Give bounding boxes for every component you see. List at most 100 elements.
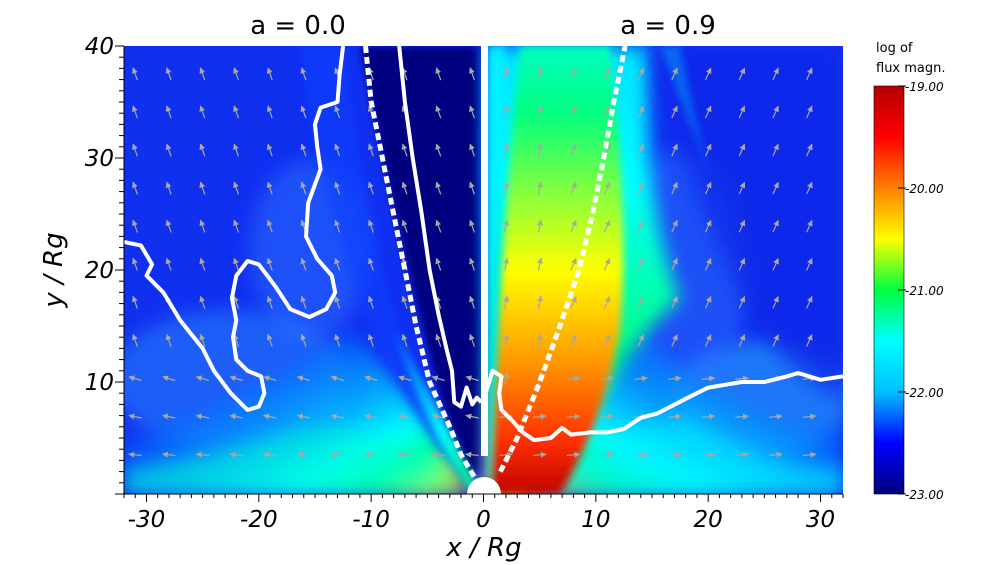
flux-vector	[772, 143, 779, 157]
flux-vector	[128, 375, 142, 382]
flux-vector	[300, 333, 307, 347]
flux-vector	[536, 333, 543, 348]
flux-vector	[195, 451, 210, 458]
colorbar-tick-label: -20.00	[905, 182, 944, 196]
flux-vector	[401, 333, 408, 347]
flux-vector	[570, 296, 577, 309]
flux-vector	[637, 257, 644, 271]
flux-vector	[738, 219, 746, 233]
flux-vector	[769, 413, 783, 420]
flux-vector	[637, 219, 644, 233]
flux-vector	[637, 67, 644, 81]
flux-vector	[132, 295, 138, 309]
flux-vector	[296, 413, 311, 420]
flux-vector	[296, 375, 311, 382]
flux-vector	[161, 451, 176, 458]
flux-vector	[165, 143, 172, 157]
flux-vector	[165, 257, 172, 271]
flux-vector	[570, 219, 577, 233]
flux-vector	[738, 67, 746, 81]
flux-vector	[637, 105, 644, 119]
flux-vector	[469, 257, 475, 271]
flux-vector	[263, 413, 277, 420]
flux-vector	[772, 105, 779, 119]
flux-vector	[435, 181, 442, 195]
flux-vector	[266, 143, 273, 157]
flux-vector	[300, 181, 307, 195]
y-axis-title: y / Rg	[39, 232, 69, 308]
flux-vector	[536, 67, 543, 81]
flux-vector	[704, 257, 712, 271]
flux-vector	[364, 375, 378, 382]
x-tick-label: 10	[581, 507, 610, 533]
flux-vector	[465, 451, 479, 458]
flux-vector	[469, 219, 475, 233]
flux-vector	[469, 295, 475, 309]
flux-vector	[603, 334, 611, 347]
colorbar-tick-label: -23.00	[905, 488, 944, 502]
flux-vector	[603, 181, 611, 195]
flux-vector	[469, 67, 475, 81]
panel-title-left: a = 0.0	[250, 11, 346, 41]
flux-vector	[262, 451, 277, 458]
flux-vector	[128, 413, 142, 420]
flux-vector	[263, 375, 277, 382]
x-tick-label: -20	[240, 507, 278, 533]
flux-vector	[772, 219, 779, 233]
flux-vector	[165, 67, 172, 81]
flux-vector	[738, 296, 746, 309]
flux-vector	[603, 296, 611, 309]
flux-vector	[132, 181, 138, 195]
flux-vector	[229, 451, 243, 458]
flux-vector	[334, 181, 341, 195]
flux-vector	[199, 333, 206, 347]
flux-vector	[334, 333, 341, 347]
flux-vector	[704, 219, 712, 233]
flux-vector	[435, 105, 442, 119]
flux-vector	[772, 334, 779, 347]
heatmap-plot-area	[124, 46, 843, 494]
flux-vector	[165, 105, 172, 119]
flux-vector	[671, 105, 678, 119]
flux-vector	[161, 413, 176, 420]
flux-vector	[233, 143, 240, 157]
flux-vector	[637, 334, 644, 347]
flux-vector	[367, 257, 374, 271]
flux-vector	[536, 219, 543, 233]
flux-vector	[300, 257, 307, 271]
flux-vector	[401, 143, 408, 157]
colorbar: log of flux magn. -19.00 -20.00 -21.00 -22.…	[873, 41, 946, 502]
flux-vector	[435, 143, 442, 157]
flux-vector	[401, 295, 408, 309]
flux-vector	[634, 451, 648, 458]
flux-vector	[132, 257, 138, 271]
flux-vector	[735, 375, 749, 382]
flux-vector	[266, 105, 273, 119]
flux-vector	[806, 67, 813, 81]
y-tick-label: 10	[85, 370, 114, 396]
flux-vector	[570, 181, 577, 195]
flux-vector	[769, 451, 783, 458]
flux-vector	[162, 375, 176, 382]
flux-vector	[233, 105, 240, 119]
flux-vector	[367, 295, 374, 309]
flux-vector	[233, 257, 240, 271]
flux-vector	[701, 451, 716, 458]
flux-vector-arrows	[128, 67, 817, 458]
flux-vector	[469, 333, 475, 347]
flux-vector	[701, 413, 716, 420]
flux-vector	[806, 105, 813, 119]
flux-vector	[503, 257, 510, 271]
flux-vector	[671, 181, 678, 195]
flux-vector	[266, 257, 273, 271]
contour-lines	[124, 46, 843, 479]
x-tick-label: 0	[476, 507, 491, 533]
flux-vector	[503, 333, 510, 348]
flux-vector	[469, 105, 475, 119]
flux-vector	[503, 219, 510, 233]
contour-dashed-right	[498, 46, 628, 473]
flux-vector	[503, 295, 510, 309]
flux-vector	[735, 451, 749, 458]
flux-vector	[566, 451, 581, 458]
flux-vector	[533, 451, 547, 458]
